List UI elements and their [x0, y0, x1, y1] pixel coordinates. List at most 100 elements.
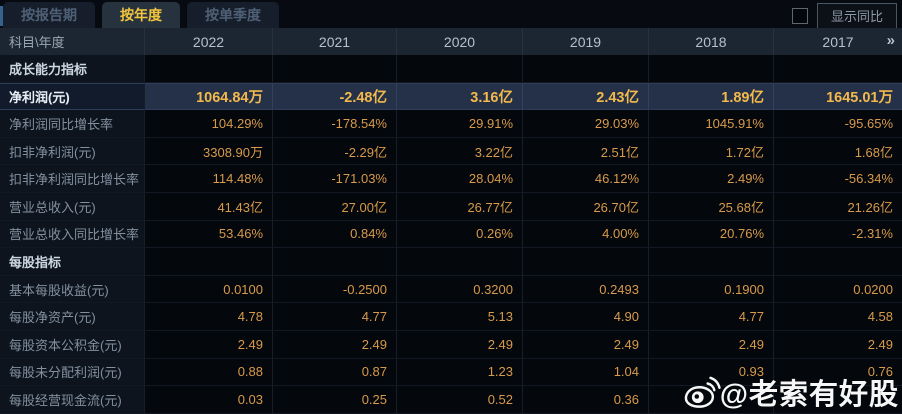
row-label: 每股净资产(元): [0, 303, 145, 331]
value-cell: [774, 55, 902, 83]
value-cell: 2.49: [397, 330, 523, 359]
row-label: 营业总收入(元): [0, 192, 145, 221]
value-cell: [397, 55, 523, 83]
value-cell: 20.76%: [649, 220, 774, 249]
value-cell: 0.88: [145, 358, 273, 387]
section-row[interactable]: 成长能力指标: [0, 55, 902, 83]
value-cell: 2.49: [649, 330, 774, 359]
value-cell: 0.25: [273, 386, 397, 414]
table-row[interactable]: 每股净资产(元) 4.78 4.77 5.13 4.90 4.77 4.58: [0, 303, 902, 331]
row-label: 成长能力指标: [0, 55, 145, 83]
value-cell: 114.48%: [145, 165, 273, 193]
year-header: 2017 »: [774, 28, 902, 55]
value-cell: 104.29%: [145, 110, 273, 138]
value-cell: 1.68亿: [774, 137, 902, 166]
value-cell: -56.34%: [774, 165, 902, 193]
table-row[interactable]: 净利润(元) 1064.84万 -2.48亿 3.16亿 2.43亿 1.89亿 1645.…: [0, 82, 902, 111]
row-label: 扣非净利润(元): [0, 137, 145, 166]
value-cell: 4.00%: [523, 220, 649, 249]
value-cell: 0.0200: [774, 275, 902, 304]
value-cell: 4.77: [273, 303, 397, 331]
table-row[interactable]: 扣非净利润同比增长率 114.48% -171.03% 28.04% 46.12% 2.4…: [0, 165, 902, 193]
tab-bar: 按报告期 按年度 按单季度 显示同比: [0, 0, 902, 29]
value-cell: 0.2493: [523, 275, 649, 304]
year-header-label: 2017: [822, 33, 854, 50]
tab-by-year[interactable]: 按年度: [102, 2, 180, 28]
year-header: 2019: [523, 28, 649, 55]
value-cell: 0.26%: [397, 220, 523, 249]
value-cell: -0.2500: [273, 275, 397, 304]
table-row[interactable]: 净利润同比增长率 104.29% -178.54% 29.91% 29.03% 1045.…: [0, 110, 902, 138]
value-cell: 4.58: [774, 303, 902, 331]
value-cell: 1.72亿: [649, 137, 774, 166]
year-header: 2020: [397, 28, 523, 55]
value-cell: 1045.91%: [649, 110, 774, 138]
value-cell: 2.49: [774, 330, 902, 359]
tab-report-period[interactable]: 按报告期: [3, 2, 95, 28]
value-cell: 53.46%: [145, 220, 273, 249]
value-cell: [273, 248, 397, 276]
value-cell: 28.04%: [397, 165, 523, 193]
value-cell: [397, 248, 523, 276]
corner-header: 科目\年度: [0, 28, 145, 55]
value-cell: 1645.01万: [774, 82, 902, 111]
value-cell: [273, 55, 397, 83]
table-row[interactable]: 每股资本公积金(元) 2.49 2.49 2.49 2.49 2.49 2.49: [0, 330, 902, 359]
table-row[interactable]: 营业总收入(元) 41.43亿 27.00亿 26.77亿 26.70亿 25.68亿 21…: [0, 192, 902, 221]
value-cell: 2.49: [273, 330, 397, 359]
value-cell: 0.3200: [397, 275, 523, 304]
value-cell: [649, 55, 774, 83]
value-cell: 2.49: [523, 330, 649, 359]
value-cell: 0.76: [774, 358, 902, 387]
row-label: 净利润同比增长率: [0, 110, 145, 138]
value-cell: 26.77亿: [397, 192, 523, 221]
table-row[interactable]: 扣非净利润(元) 3308.90万 -2.29亿 3.22亿 2.51亿 1.72亿 1.6…: [0, 137, 902, 166]
value-cell: 4.77: [649, 303, 774, 331]
financial-table-body: 成长能力指标 净利润(元) 1064.84万 -2.48亿 3.16亿 2.43亿 1.89…: [0, 55, 902, 414]
value-cell: 3308.90万: [145, 137, 273, 166]
value-cell: 2.43亿: [523, 82, 649, 111]
row-label: 净利润(元): [0, 82, 145, 111]
show-yoy-label[interactable]: 显示同比: [816, 3, 897, 29]
value-cell: [145, 248, 273, 276]
row-label: 基本每股收益(元): [0, 275, 145, 304]
year-header: 2018: [649, 28, 774, 55]
value-cell: 2.49%: [649, 165, 774, 193]
value-cell: -178.54%: [273, 110, 397, 138]
more-years-icon[interactable]: »: [886, 32, 895, 49]
value-cell: 1.04: [523, 358, 649, 387]
value-cell: [774, 386, 902, 414]
show-yoy-checkbox[interactable]: [791, 8, 808, 24]
table-row[interactable]: 基本每股收益(元) 0.0100 -0.2500 0.3200 0.2493 0.1900…: [0, 275, 902, 304]
value-cell: -2.31%: [774, 220, 902, 249]
yoy-controls: 显示同比: [791, 3, 897, 29]
value-cell: [145, 55, 273, 83]
value-cell: 0.52: [397, 386, 523, 414]
value-cell: 29.03%: [523, 110, 649, 138]
value-cell: 25.68亿: [649, 192, 774, 221]
year-header: 2021: [273, 28, 397, 55]
value-cell: [649, 386, 774, 414]
section-row[interactable]: 每股指标: [0, 248, 902, 276]
value-cell: 0.36: [523, 386, 649, 414]
value-cell: 0.1900: [649, 275, 774, 304]
table-header-row: 科目\年度 2022 2021 2020 2019 2018 2017 »: [0, 28, 902, 55]
value-cell: 3.16亿: [397, 82, 523, 111]
value-cell: -2.48亿: [273, 82, 397, 111]
value-cell: 0.93: [649, 358, 774, 387]
value-cell: 1.23: [397, 358, 523, 387]
table-row[interactable]: 营业总收入同比增长率 53.46% 0.84% 0.26% 4.00% 20.76% -2.…: [0, 220, 902, 249]
table-row[interactable]: 每股经营现金流(元) 0.03 0.25 0.52 0.36: [0, 386, 902, 414]
value-cell: 0.0100: [145, 275, 273, 304]
value-cell: 0.03: [145, 386, 273, 414]
value-cell: 21.26亿: [774, 192, 902, 221]
tab-single-quarter[interactable]: 按单季度: [187, 2, 279, 28]
value-cell: [649, 248, 774, 276]
value-cell: 41.43亿: [145, 192, 273, 221]
value-cell: 3.22亿: [397, 137, 523, 166]
value-cell: 4.78: [145, 303, 273, 331]
table-row[interactable]: 每股未分配利润(元) 0.88 0.87 1.23 1.04 0.93 0.76: [0, 358, 902, 387]
value-cell: 5.13: [397, 303, 523, 331]
value-cell: [523, 55, 649, 83]
